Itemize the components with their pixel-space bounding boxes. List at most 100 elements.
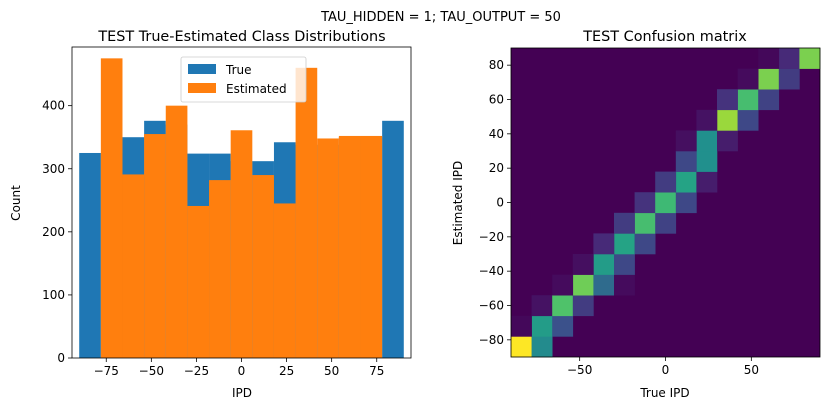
- confusion-matrix-cell: [758, 89, 780, 111]
- histogram-x-tick-label: −25: [184, 364, 209, 378]
- confusion-matrix-cell: [737, 68, 759, 90]
- confusion-matrix-cell: [614, 274, 635, 296]
- confusion-matrix-cell: [696, 109, 718, 131]
- confusion-matrix-y-ticks: −80 −60 −40 −20 0 20 40 60 80: [479, 58, 511, 347]
- histogram-title: TEST True-Estimated Class Distributions: [97, 29, 385, 45]
- histogram-bar-estimated-2: [122, 174, 145, 358]
- confusion-matrix-cell: [552, 315, 574, 337]
- legend-swatch-estimated: [188, 83, 216, 93]
- confusion-matrix-cell: [717, 109, 738, 131]
- confusion-matrix-cell: [531, 315, 553, 337]
- confusion-matrix-cells: [511, 48, 821, 358]
- confusion-matrix-cell: [655, 171, 677, 193]
- confusion-matrix-cell: [758, 48, 780, 69]
- confusion-matrix-cell: [531, 295, 553, 317]
- histogram-bar-true-14: [382, 120, 404, 358]
- histogram-bars: [79, 58, 404, 359]
- histogram-bar-estimated-6: [209, 180, 231, 358]
- confusion-matrix-cell: [552, 274, 574, 296]
- histogram-bar-estimated-7: [230, 130, 253, 358]
- confusion-matrix-cell: [717, 130, 738, 152]
- histogram-bar-estimated-9: [273, 203, 296, 358]
- histogram-y-ticks: 0 100 200 300 400: [42, 99, 72, 365]
- histogram-bar-estimated-5: [187, 205, 210, 358]
- histogram-bar-estimated-12: [338, 135, 361, 358]
- confusion-matrix-y-tick-label: 20: [489, 161, 504, 175]
- histogram-x-tick-label: 0: [238, 364, 246, 378]
- histogram-x-tick-label: −75: [94, 364, 119, 378]
- histogram-y-tick-label: 400: [42, 99, 65, 113]
- confusion-matrix-cell: [614, 254, 635, 275]
- confusion-matrix-cell: [737, 89, 759, 111]
- confusion-matrix-x-ticks: −50 0 50: [567, 357, 759, 377]
- confusion-matrix-cell: [634, 233, 656, 255]
- histogram-bar-estimated-10: [295, 67, 318, 358]
- histogram-bar-estimated-11: [317, 138, 339, 358]
- confusion-matrix-cell: [511, 336, 532, 358]
- histogram-y-tick-label: 200: [42, 225, 65, 239]
- legend-label-estimated: Estimated: [226, 82, 287, 96]
- confusion-matrix-cell: [572, 295, 594, 317]
- legend-swatch-true: [188, 64, 216, 74]
- confusion-matrix-cell: [531, 336, 553, 358]
- confusion-matrix-cell: [593, 274, 615, 296]
- histogram-panel: TEST True-Estimated Class Distributions …: [9, 29, 412, 400]
- confusion-matrix-title: TEST Confusion matrix: [582, 29, 747, 45]
- confusion-matrix-cell: [696, 130, 718, 152]
- confusion-matrix-cell: [634, 192, 656, 214]
- confusion-matrix-cell: [572, 274, 594, 296]
- histogram-x-tick-label: 75: [369, 364, 384, 378]
- histogram-y-tick-label: 300: [42, 162, 65, 176]
- confusion-matrix-cell: [717, 89, 738, 111]
- histogram-legend: True Estimated: [180, 56, 307, 103]
- confusion-matrix-cell: [737, 109, 759, 131]
- histogram-bar-estimated-1: [100, 58, 123, 358]
- confusion-matrix-cell: [593, 254, 615, 275]
- confusion-matrix-cell: [655, 212, 677, 234]
- confusion-matrix-cell: [778, 68, 800, 90]
- confusion-matrix-cell: [593, 233, 615, 255]
- confusion-matrix-cell: [572, 254, 594, 275]
- confusion-matrix-y-tick-label: 80: [489, 58, 504, 72]
- confusion-matrix-cell: [511, 315, 532, 337]
- confusion-matrix-y-tick-label: 60: [489, 93, 504, 107]
- histogram-y-tick-label: 100: [42, 288, 65, 302]
- confusion-matrix-y-label: Estimated IPD: [451, 161, 465, 245]
- histogram-bar-estimated-13: [360, 135, 383, 358]
- confusion-matrix-cell: [696, 151, 718, 172]
- confusion-matrix-cell: [675, 171, 697, 193]
- confusion-matrix-cell: [614, 233, 635, 255]
- confusion-matrix-x-tick-label: 0: [662, 363, 670, 377]
- confusion-matrix-cell: [675, 151, 697, 172]
- confusion-matrix-cell: [778, 48, 800, 69]
- histogram-x-label: IPD: [232, 386, 252, 400]
- confusion-matrix-y-tick-label: 40: [489, 127, 504, 141]
- confusion-matrix-cell: [655, 192, 677, 214]
- confusion-matrix-y-tick-label: 0: [496, 196, 504, 210]
- confusion-matrix-panel: TEST Confusion matrix −50 0 50 −80 −60 −40 −2…: [451, 29, 821, 400]
- histogram-x-tick-label: 50: [324, 364, 339, 378]
- histogram-bar-estimated-4: [165, 105, 188, 358]
- histogram-bar-estimated-8: [252, 175, 274, 358]
- histogram-y-tick-label: 0: [57, 351, 65, 365]
- histogram-bar-true-0: [79, 152, 101, 358]
- confusion-matrix-cell: [675, 130, 697, 152]
- confusion-matrix-cell: [758, 68, 780, 90]
- confusion-matrix-cell: [614, 212, 635, 234]
- histogram-x-ticks: −75 −50 −25 0 25 50 75: [94, 358, 384, 378]
- confusion-matrix-cell: [634, 212, 656, 234]
- confusion-matrix-y-tick-label: −20: [479, 230, 504, 244]
- confusion-matrix-cell: [675, 192, 697, 214]
- confusion-matrix-cell: [552, 295, 574, 317]
- confusion-matrix-y-tick-label: −80: [479, 333, 504, 347]
- legend-label-true: True: [225, 63, 252, 77]
- histogram-y-label: Count: [9, 185, 23, 221]
- confusion-matrix-cell: [696, 171, 718, 193]
- confusion-matrix-x-tick-label: 50: [744, 363, 759, 377]
- confusion-matrix-y-tick-label: −60: [479, 299, 504, 313]
- figure-suptitle: TAU_HIDDEN = 1; TAU_OUTPUT = 50: [320, 10, 561, 25]
- confusion-matrix-x-tick-label: −50: [567, 363, 592, 377]
- confusion-matrix-cell: [799, 48, 821, 69]
- histogram-x-tick-label: −50: [139, 364, 164, 378]
